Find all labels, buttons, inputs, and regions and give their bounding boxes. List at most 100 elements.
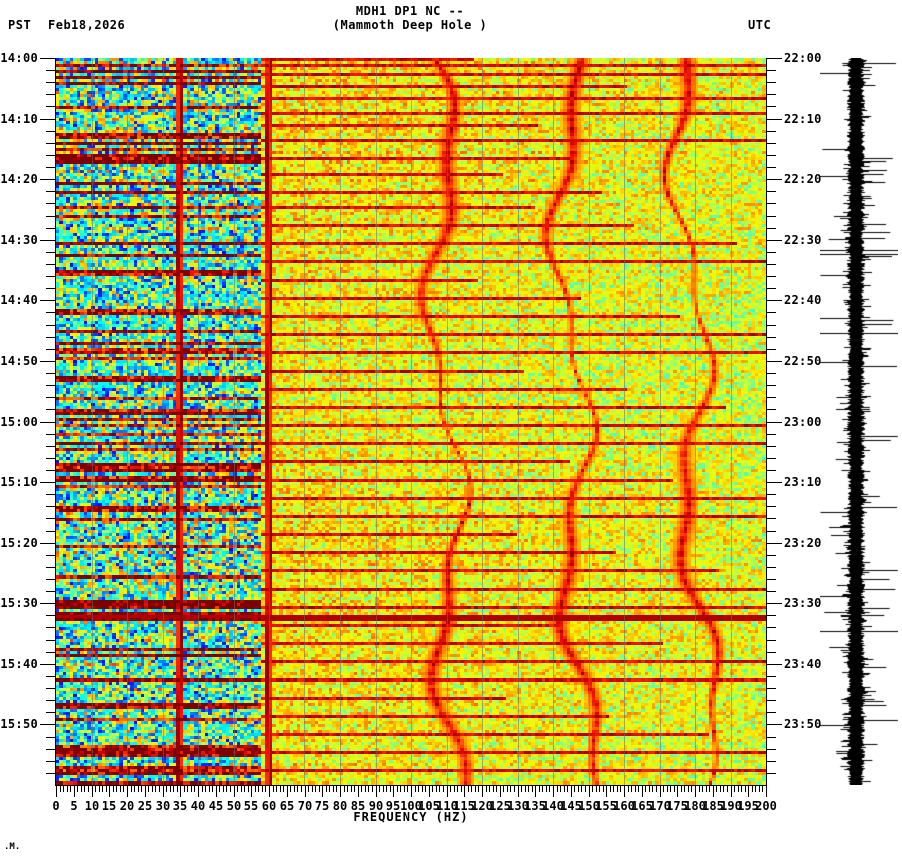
frequency-tick-major	[198, 786, 199, 797]
frequency-tick-minor	[290, 786, 291, 792]
frequency-tick-minor	[592, 786, 593, 792]
frequency-tick-major	[109, 786, 110, 797]
time-tick-minor-pst	[46, 555, 55, 556]
time-tick-major-pst	[40, 543, 55, 544]
frequency-tick-minor	[610, 786, 611, 792]
frequency-label: 30	[155, 799, 171, 813]
frequency-tick-minor	[439, 786, 440, 792]
time-label-pst: 15:10	[0, 475, 38, 489]
frequency-label: 160	[613, 799, 635, 813]
frequency-tick-minor	[755, 786, 756, 792]
time-tick-minor-utc	[767, 531, 776, 532]
time-label-utc: 22:10	[784, 112, 822, 126]
frequency-tick-minor	[131, 786, 132, 792]
time-tick-major-utc	[767, 603, 782, 604]
frequency-label: 105	[418, 799, 440, 813]
frequency-tick-minor	[478, 786, 479, 792]
frequency-tick-minor	[752, 786, 753, 792]
frequency-tick-minor	[386, 786, 387, 792]
time-tick-minor-pst	[46, 700, 55, 701]
time-label-utc: 23:10	[784, 475, 822, 489]
time-tick-minor-utc	[767, 555, 776, 556]
frequency-label: 25	[137, 799, 153, 813]
frequency-tick-minor	[212, 786, 213, 792]
frequency-tick-major	[429, 786, 430, 797]
frequency-tick-minor	[702, 786, 703, 792]
frequency-label: 45	[208, 799, 224, 813]
spectrogram-canvas[interactable]	[56, 58, 766, 785]
frequency-tick-minor	[173, 786, 174, 792]
time-tick-minor-utc	[767, 761, 776, 762]
frequency-tick-minor	[699, 786, 700, 792]
time-tick-minor-pst	[46, 264, 55, 265]
frequency-tick-minor	[70, 786, 71, 792]
time-tick-minor-pst	[46, 397, 55, 398]
frequency-tick-minor	[457, 786, 458, 792]
time-tick-minor-pst	[46, 567, 55, 568]
frequency-tick-minor	[425, 786, 426, 792]
seismogram-trace-panel[interactable]	[820, 58, 898, 785]
time-tick-minor-utc	[767, 567, 776, 568]
date-label: Feb18,2026	[48, 18, 126, 32]
frequency-tick-minor	[514, 786, 515, 792]
time-tick-major-pst	[40, 664, 55, 665]
frequency-tick-major	[731, 786, 732, 797]
time-tick-minor-utc	[767, 409, 776, 410]
frequency-tick-minor	[560, 786, 561, 792]
frequency-label: 85	[350, 799, 366, 813]
frequency-tick-minor	[400, 786, 401, 792]
frequency-label: 0	[52, 799, 60, 813]
spectrogram-plot[interactable]	[56, 58, 766, 785]
frequency-tick-minor	[663, 786, 664, 792]
time-tick-minor-pst	[46, 167, 55, 168]
time-label-pst: 14:20	[0, 172, 38, 186]
time-tick-minor-utc	[767, 106, 776, 107]
frequency-label: 185	[702, 799, 724, 813]
time-tick-major-pst	[40, 724, 55, 725]
time-tick-minor-utc	[767, 94, 776, 95]
frequency-tick-minor	[301, 786, 302, 792]
frequency-tick-minor	[418, 786, 419, 792]
time-tick-minor-pst	[46, 288, 55, 289]
time-label-utc: 23:20	[784, 536, 822, 550]
time-tick-minor-pst	[46, 737, 55, 738]
frequency-tick-minor	[542, 786, 543, 792]
time-tick-minor-pst	[46, 652, 55, 653]
frequency-tick-major	[145, 786, 146, 797]
frequency-tick-minor	[276, 786, 277, 792]
frequency-label: 5	[70, 799, 78, 813]
time-tick-minor-utc	[767, 82, 776, 83]
time-tick-minor-utc	[767, 167, 776, 168]
frequency-label: 155	[595, 799, 617, 813]
frequency-tick-minor	[326, 786, 327, 792]
time-tick-minor-utc	[767, 288, 776, 289]
time-tick-minor-utc	[767, 264, 776, 265]
frequency-tick-minor	[603, 786, 604, 792]
seismogram-trace-canvas[interactable]	[820, 58, 898, 785]
time-tick-minor-utc	[767, 749, 776, 750]
time-tick-major-utc	[767, 724, 782, 725]
frequency-tick-minor	[468, 786, 469, 792]
frequency-tick-minor	[599, 786, 600, 792]
frequency-tick-minor	[738, 786, 739, 792]
frequency-tick-minor	[155, 786, 156, 792]
frequency-tick-minor	[84, 786, 85, 792]
frequency-tick-minor	[734, 786, 735, 792]
frequency-tick-major	[216, 786, 217, 797]
frequency-tick-minor	[567, 786, 568, 792]
frequency-tick-major	[766, 786, 767, 797]
time-label-utc: 22:20	[784, 172, 822, 186]
frequency-tick-minor	[265, 786, 266, 792]
time-tick-minor-utc	[767, 494, 776, 495]
frequency-tick-major	[677, 786, 678, 797]
time-tick-minor-pst	[46, 749, 55, 750]
frequency-tick-minor	[652, 786, 653, 792]
frequency-tick-minor	[138, 786, 139, 792]
time-tick-minor-utc	[767, 252, 776, 253]
frequency-label: 10	[84, 799, 100, 813]
time-tick-major-pst	[40, 119, 55, 120]
time-tick-minor-pst	[46, 531, 55, 532]
frequency-tick-minor	[667, 786, 668, 792]
frequency-tick-minor	[503, 786, 504, 792]
frequency-tick-minor	[432, 786, 433, 792]
